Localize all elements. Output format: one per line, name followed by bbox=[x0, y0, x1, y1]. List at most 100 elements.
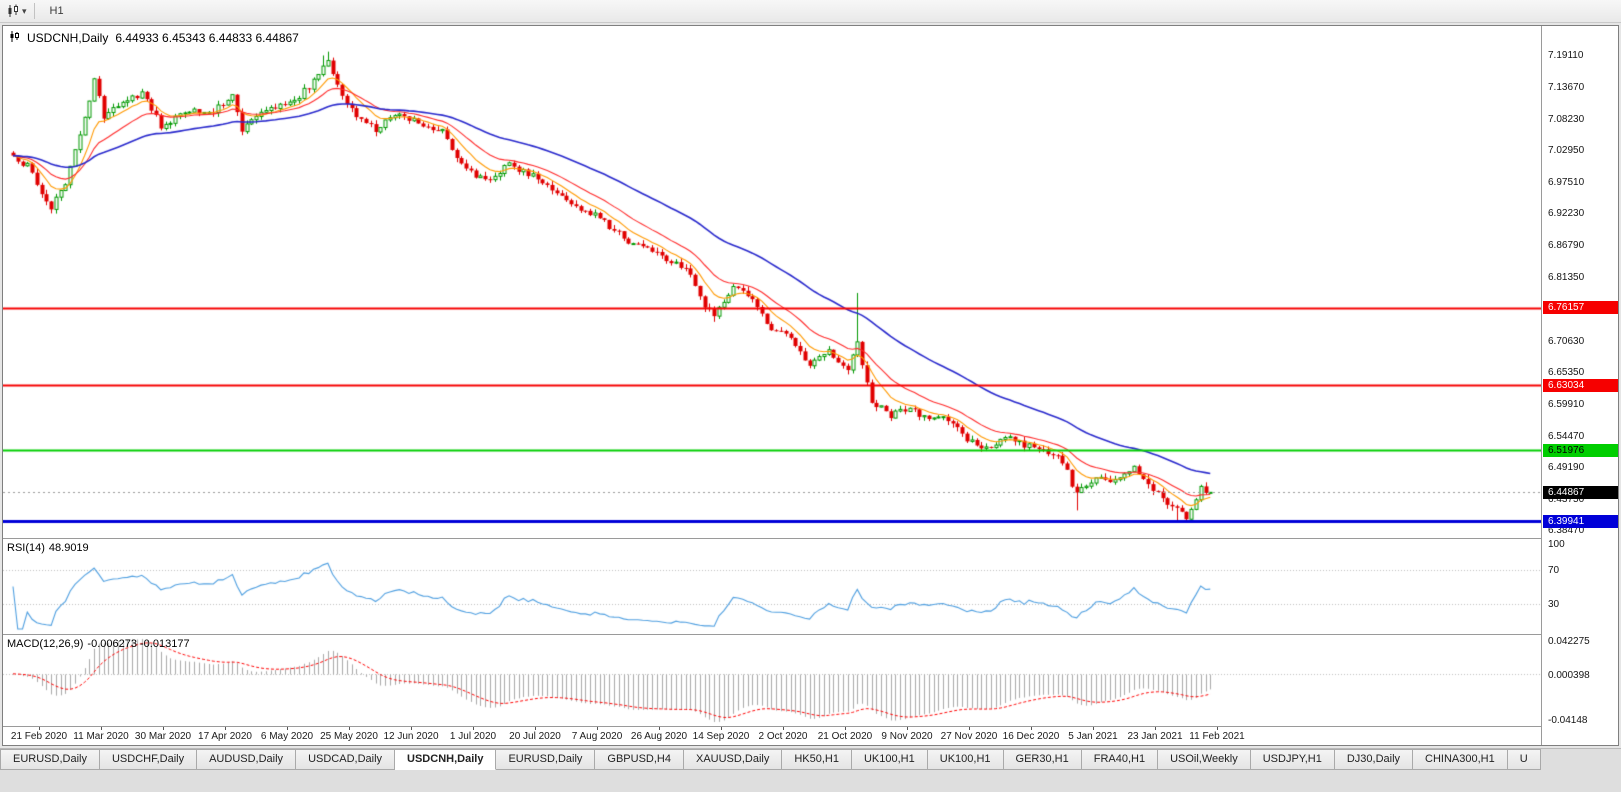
chart-tab-UK100-H1[interactable]: UK100,H1 bbox=[851, 749, 928, 770]
date-axis-label: 21 Feb 2020 bbox=[10, 731, 68, 742]
rsi-value: 48.9019 bbox=[48, 542, 89, 554]
date-axis-label: 5 Jan 2021 bbox=[1068, 731, 1118, 742]
chart-tab-FRA40-H1[interactable]: FRA40,H1 bbox=[1081, 749, 1159, 770]
date-axis[interactable]: 21 Feb 2020 11 Mar 2020 30 Mar 2020 17 Apr … bbox=[3, 727, 1541, 745]
price-line-badge: 6.76157 bbox=[1543, 301, 1618, 315]
date-axis-label: 9 Nov 2020 bbox=[881, 731, 933, 742]
date-axis-label: 1 Jul 2020 bbox=[449, 731, 497, 742]
date-axis-tick bbox=[39, 727, 40, 730]
chart-window: USDCNH,Daily 6.44933 6.45343 6.44833 6.4… bbox=[2, 25, 1619, 746]
toolbar: ▾ M1M5M15M30H1H4D1W1MN bbox=[0, 0, 1621, 93]
date-axis-tick bbox=[907, 727, 908, 730]
date-axis-tick bbox=[1217, 727, 1218, 730]
date-axis-tick bbox=[473, 727, 474, 730]
chart-tab-USDCAD-Daily[interactable]: USDCAD,Daily bbox=[296, 749, 396, 770]
chart-tab-U[interactable]: U bbox=[1507, 749, 1541, 770]
chart-type-dropdown-caret[interactable]: ▾ bbox=[22, 5, 27, 16]
date-axis-tick bbox=[597, 727, 598, 730]
pane-separator[interactable] bbox=[3, 634, 1618, 635]
chart-tab-XAUUSD-Daily[interactable]: XAUUSD,Daily bbox=[683, 749, 783, 770]
chart-window-icon bbox=[9, 31, 20, 45]
date-axis-tick bbox=[101, 727, 102, 730]
price-chart-canvas[interactable] bbox=[3, 26, 1541, 538]
date-axis-label: 20 Jul 2020 bbox=[509, 731, 561, 742]
pane-separator[interactable] bbox=[3, 538, 1618, 539]
price-line-badge: 6.63034 bbox=[1543, 378, 1618, 392]
axis-scale-label: 0.042275 bbox=[1548, 636, 1590, 647]
axis-scale-label: 100 bbox=[1548, 539, 1565, 550]
price-line-badge: 6.44867 bbox=[1543, 485, 1618, 499]
chart-tab-CHINA300-H1[interactable]: CHINA300,H1 bbox=[1413, 749, 1508, 770]
date-axis-label: 17 Apr 2020 bbox=[198, 731, 252, 742]
axis-scale-label: 6.92230 bbox=[1548, 208, 1585, 220]
axis-scale-label: 7.08230 bbox=[1548, 113, 1585, 125]
date-axis-label: 2 Oct 2020 bbox=[758, 731, 808, 742]
rsi-name: RSI(14) bbox=[7, 542, 45, 554]
rsi-indicator-canvas[interactable] bbox=[3, 539, 1541, 634]
date-axis-tick bbox=[535, 727, 536, 730]
chart-tab-bar: EURUSD,Daily USDCHF,Daily AUDUSD,Daily USDC… bbox=[0, 748, 1621, 792]
axis-scale-label: 7.02950 bbox=[1548, 145, 1585, 157]
chart-tab-USDJPY-H1[interactable]: USDJPY,H1 bbox=[1250, 749, 1335, 770]
chart-tab-EURUSD-Daily[interactable]: EURUSD,Daily bbox=[0, 749, 100, 770]
date-axis-label: 25 May 2020 bbox=[320, 731, 378, 742]
chart-symbol-label: USDCNH,Daily bbox=[27, 31, 109, 45]
date-axis-tick bbox=[783, 727, 784, 730]
macd-indicator-label: MACD(12,26,9) -0.006273 -0.013177 bbox=[7, 638, 194, 650]
axis-scale-label: 30 bbox=[1548, 598, 1560, 610]
axis-scale-label: 6.59910 bbox=[1548, 398, 1585, 410]
timeframe-button-H1[interactable]: H1 bbox=[49, 4, 64, 17]
price-line-badge: 6.51976 bbox=[1543, 443, 1618, 457]
chart-tab-USDCNH-Daily[interactable]: USDCNH,Daily bbox=[395, 749, 497, 770]
axis-scale-label: 6.70630 bbox=[1548, 335, 1585, 347]
chart-tab-GER30-H1[interactable]: GER30,H1 bbox=[1003, 749, 1082, 770]
date-axis-tick bbox=[721, 727, 722, 730]
pane-separator[interactable] bbox=[3, 726, 1618, 727]
date-axis-label: 7 Aug 2020 bbox=[571, 731, 623, 742]
date-axis-tick bbox=[845, 727, 846, 730]
date-axis-label: 14 Sep 2020 bbox=[692, 731, 750, 742]
date-axis-label: 21 Oct 2020 bbox=[817, 731, 873, 742]
chart-tab-AUDUSD-Daily[interactable]: AUDUSD,Daily bbox=[197, 749, 297, 770]
chart-tab-EURUSD-Daily[interactable]: EURUSD,Daily bbox=[496, 749, 596, 770]
date-axis-label: 27 Nov 2020 bbox=[940, 731, 998, 742]
date-axis-tick bbox=[287, 727, 288, 730]
price-axis[interactable]: 7.19110 7.13670 7.08230 7.02950 6.97510 6.922… bbox=[1541, 26, 1618, 745]
macd-indicator-canvas[interactable] bbox=[3, 635, 1541, 726]
date-axis-tick bbox=[225, 727, 226, 730]
axis-scale-label: 6.81350 bbox=[1548, 272, 1585, 284]
date-axis-label: 23 Jan 2021 bbox=[1127, 731, 1183, 742]
axis-scale-label: 6.49190 bbox=[1548, 461, 1585, 473]
axis-scale-label: 6.54470 bbox=[1548, 430, 1585, 442]
price-line-badge: 6.39941 bbox=[1543, 514, 1618, 528]
chart-tab-DJ30-Daily[interactable]: DJ30,Daily bbox=[1334, 749, 1414, 770]
date-axis-tick bbox=[163, 727, 164, 730]
chart-tab-USOil-Weekly[interactable]: USOil,Weekly bbox=[1158, 749, 1251, 770]
axis-scale-label: 70 bbox=[1548, 564, 1560, 576]
date-axis-label: 12 Jun 2020 bbox=[383, 731, 439, 742]
axis-scale-label: -0.04148 bbox=[1548, 715, 1588, 726]
date-axis-label: 16 Dec 2020 bbox=[1002, 731, 1060, 742]
axis-scale-label: 6.38470 bbox=[1548, 525, 1585, 537]
chart-tab-GBPUSD-H4[interactable]: GBPUSD,H4 bbox=[595, 749, 684, 770]
axis-scale-label: 6.86790 bbox=[1548, 240, 1585, 252]
axis-scale-label: 7.19110 bbox=[1548, 49, 1584, 61]
date-axis-tick bbox=[1155, 727, 1156, 730]
toolbar-separator bbox=[33, 3, 35, 19]
chart-title: USDCNH,Daily 6.44933 6.45343 6.44833 6.4… bbox=[9, 31, 299, 45]
date-axis-label: 30 Mar 2020 bbox=[134, 731, 192, 742]
chart-tab-USDCHF-Daily[interactable]: USDCHF,Daily bbox=[99, 749, 198, 770]
date-axis-label: 11 Mar 2020 bbox=[73, 731, 129, 742]
axis-scale-label: 0.000398 bbox=[1548, 669, 1590, 681]
candlestick-chart-icon[interactable] bbox=[4, 2, 22, 20]
axis-scale-label: 7.13670 bbox=[1548, 81, 1585, 93]
axis-scale-label: 6.43750 bbox=[1548, 493, 1585, 505]
rsi-indicator-label: RSI(14) 48.9019 bbox=[7, 542, 93, 554]
chart-tab-HK50-H1[interactable]: HK50,H1 bbox=[782, 749, 852, 770]
date-axis-label: 26 Aug 2020 bbox=[630, 731, 688, 742]
date-axis-tick bbox=[349, 727, 350, 730]
date-axis-label: 6 May 2020 bbox=[260, 731, 314, 742]
date-axis-tick bbox=[411, 727, 412, 730]
chart-tab-UK100-H1[interactable]: UK100,H1 bbox=[927, 749, 1004, 770]
date-axis-tick bbox=[1031, 727, 1032, 730]
